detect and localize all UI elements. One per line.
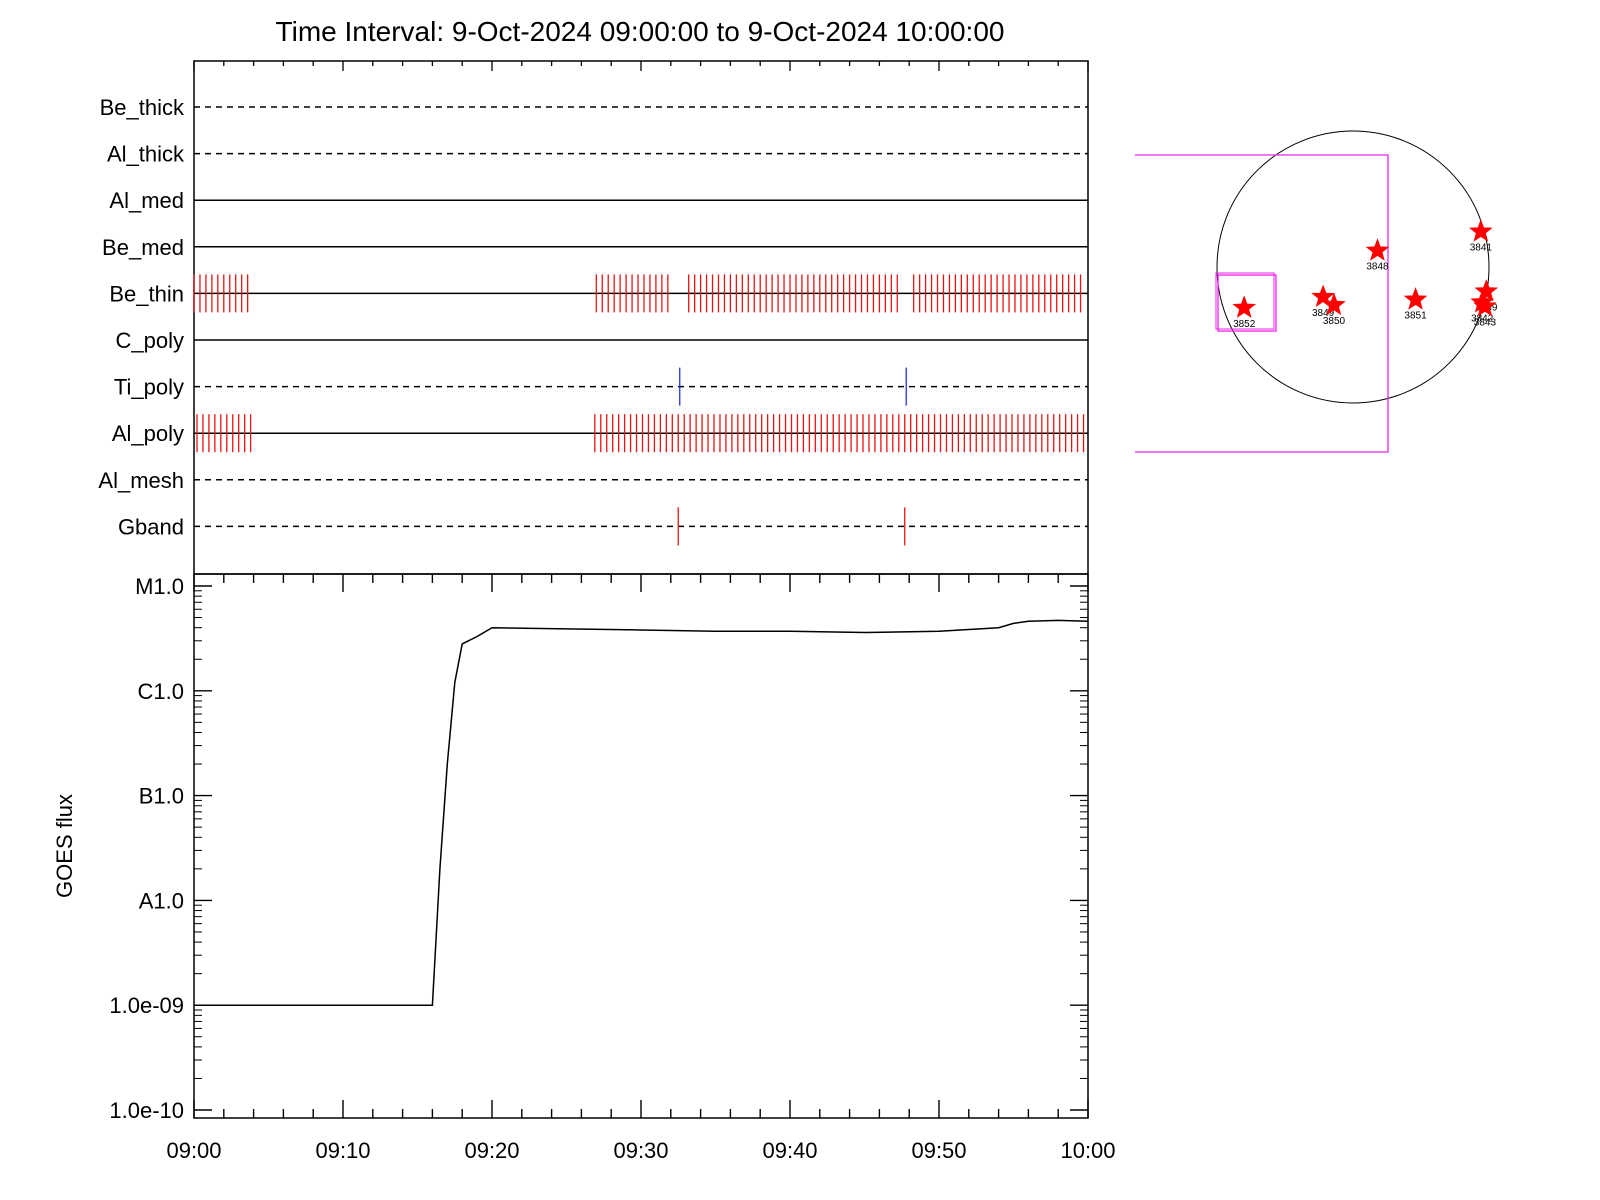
flux-y-axis-label: GOES flux [52,794,77,898]
timeline-row-label-c_poly: C_poly [116,328,184,353]
flux-x-tick-label: 09:30 [613,1138,668,1163]
timeline-panel: Be_thick Al_thick Al_med Be_med Be_thin C_pol… [98,60,1089,575]
timeline-frame [193,60,1089,575]
timeline-row-label-al_med: Al_med [109,188,184,213]
flux-y-tick-label: 1.0e-09 [109,993,184,1018]
flux-x-tick-label: 10:00 [1060,1138,1115,1163]
active-region-star-3841 [1469,219,1493,242]
chart-title: Time Interval: 9-Oct-2024 09:00:00 to 9-… [275,16,1005,47]
flux-y-tick-label: M1.0 [135,574,184,599]
flux-y-tick-label: B1.0 [139,784,184,809]
active-region-label-3849: 3849 [1312,308,1335,319]
solar-limb-circle [1216,130,1490,404]
active-region-label-3851: 3851 [1404,311,1427,322]
active-region-star-3850 [1322,292,1346,316]
flux-x-tick-label: 09:50 [911,1138,966,1163]
flux-y-tick-label: 1.0e-10 [109,1098,184,1123]
active-region-star-3839 [1474,279,1499,302]
solar-disk-panel: 385238493850384838513841383938423843 [1135,130,1499,453]
active-region-label-3842: 3842 [1471,313,1494,324]
flux-frame [193,573,1089,1119]
timeline-row-label-ti_poly: Ti_poly [114,375,184,400]
active-region-label-3848: 3848 [1366,262,1389,273]
active-region-label-3843: 3843 [1474,317,1497,328]
active-region-star-3851 [1403,287,1428,310]
flux-y-tick-label: A1.0 [139,888,184,913]
active-region-label-3841: 3841 [1470,243,1493,254]
target-region-box [1217,274,1277,332]
active-region-star-3843 [1473,293,1497,317]
timeline-row-label-gband: Gband [118,514,184,539]
active-region-star-3852 [1232,295,1257,318]
goes-flux-series-line [194,619,1089,1006]
flux-y-tick-label: C1.0 [138,679,184,704]
timeline-row-label-be_med: Be_med [102,235,184,260]
timeline-row-label-be_thin: Be_thin [109,281,184,306]
target-region-box-inner [1215,272,1275,330]
flux-x-tick-label: 09:40 [762,1138,817,1163]
timeline-row-label-al_thick: Al_thick [107,142,185,167]
active-region-label-3852: 3852 [1233,319,1256,330]
flux-x-tick-label: 09:20 [464,1138,519,1163]
active-region-star-3848 [1365,238,1390,261]
goes-flux-panel: 09:00 09:10 09:20 09:30 09:40 09:50 10:00 M1.0 C… [52,573,1116,1163]
timeline-row-label-be_thick: Be_thick [100,95,185,120]
timeline-row-label-al_mesh: Al_mesh [98,468,184,493]
timeline-row-label-al_poly: Al_poly [112,421,184,446]
fov-outline-box [1135,154,1389,453]
active-region-label-3850: 3850 [1323,316,1346,327]
flux-x-tick-label: 09:10 [315,1138,370,1163]
flux-x-tick-label: 09:00 [166,1138,221,1163]
